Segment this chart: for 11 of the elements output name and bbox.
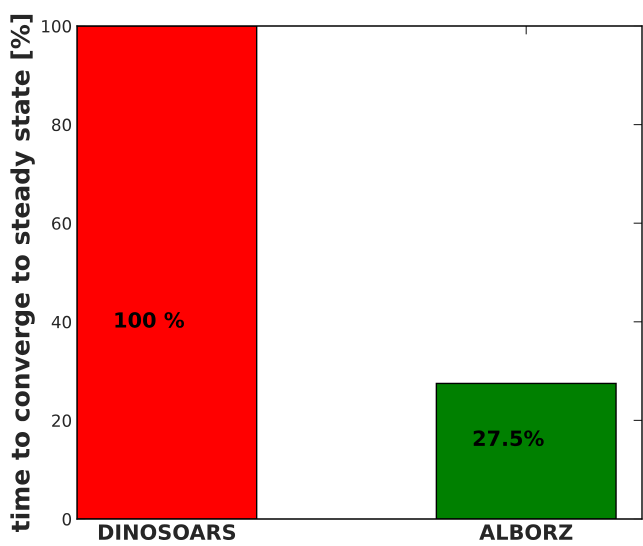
x-tick-label: DINOSOARS	[98, 524, 236, 540]
data-label: 27.5%	[474, 430, 544, 446]
y-tick-label: 20	[52, 414, 72, 427]
y-tick-label: 80	[52, 118, 72, 132]
data-label: 100 %	[115, 312, 184, 328]
y-tick-label: 60	[52, 217, 72, 230]
y-tick-label: 40	[52, 316, 72, 328]
y-axis-title: time to converge to steady state [%]	[10, 14, 35, 532]
y-tick-label: 0	[62, 512, 72, 526]
x-tick-label: ALBORZ	[479, 524, 572, 540]
y-tick-label: 100	[42, 20, 72, 33]
